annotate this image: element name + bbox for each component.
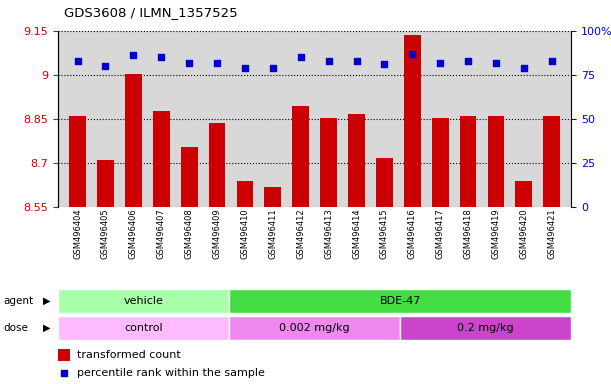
Point [379,61,389,67]
Bar [265,187,281,207]
Point [156,54,166,60]
Point [240,65,250,71]
Bar [488,116,504,207]
Text: dose: dose [3,323,28,333]
Bar [404,35,420,207]
Bar [97,160,114,207]
Point [491,60,501,66]
Text: GDS3608 / ILMN_1357525: GDS3608 / ILMN_1357525 [64,6,238,19]
Bar [292,106,309,207]
Point [185,60,194,66]
Point [268,65,278,71]
Point [351,58,361,64]
Point [128,52,138,58]
Point [101,63,111,69]
Point [408,51,417,57]
Text: percentile rank within the sample: percentile rank within the sample [76,367,265,377]
Point [547,58,557,64]
Bar [69,116,86,207]
Bar [209,122,225,207]
Point [463,58,473,64]
Bar [400,316,571,340]
Bar [516,182,532,207]
Bar [543,116,560,207]
Bar [376,158,393,207]
Bar [58,289,229,313]
Bar [459,116,477,207]
Bar [125,74,142,207]
Point [324,58,334,64]
Point [296,54,306,60]
Text: ▶: ▶ [43,296,50,306]
Point [519,65,529,71]
Point [435,60,445,66]
Bar [58,349,70,361]
Bar [153,111,170,207]
Bar [432,118,448,207]
Text: 0.2 mg/kg: 0.2 mg/kg [458,323,514,333]
Bar [229,289,571,313]
Point [73,58,82,64]
Text: 0.002 mg/kg: 0.002 mg/kg [279,323,350,333]
Text: agent: agent [3,296,33,306]
Point [59,369,69,376]
Bar [236,182,254,207]
Text: control: control [124,323,163,333]
Bar [229,316,400,340]
Text: transformed count: transformed count [76,350,180,360]
Bar [181,147,197,207]
Text: vehicle: vehicle [123,296,164,306]
Bar [320,118,337,207]
Bar [58,316,229,340]
Text: BDE-47: BDE-47 [379,296,421,306]
Text: ▶: ▶ [43,323,50,333]
Bar [348,114,365,207]
Point [212,60,222,66]
